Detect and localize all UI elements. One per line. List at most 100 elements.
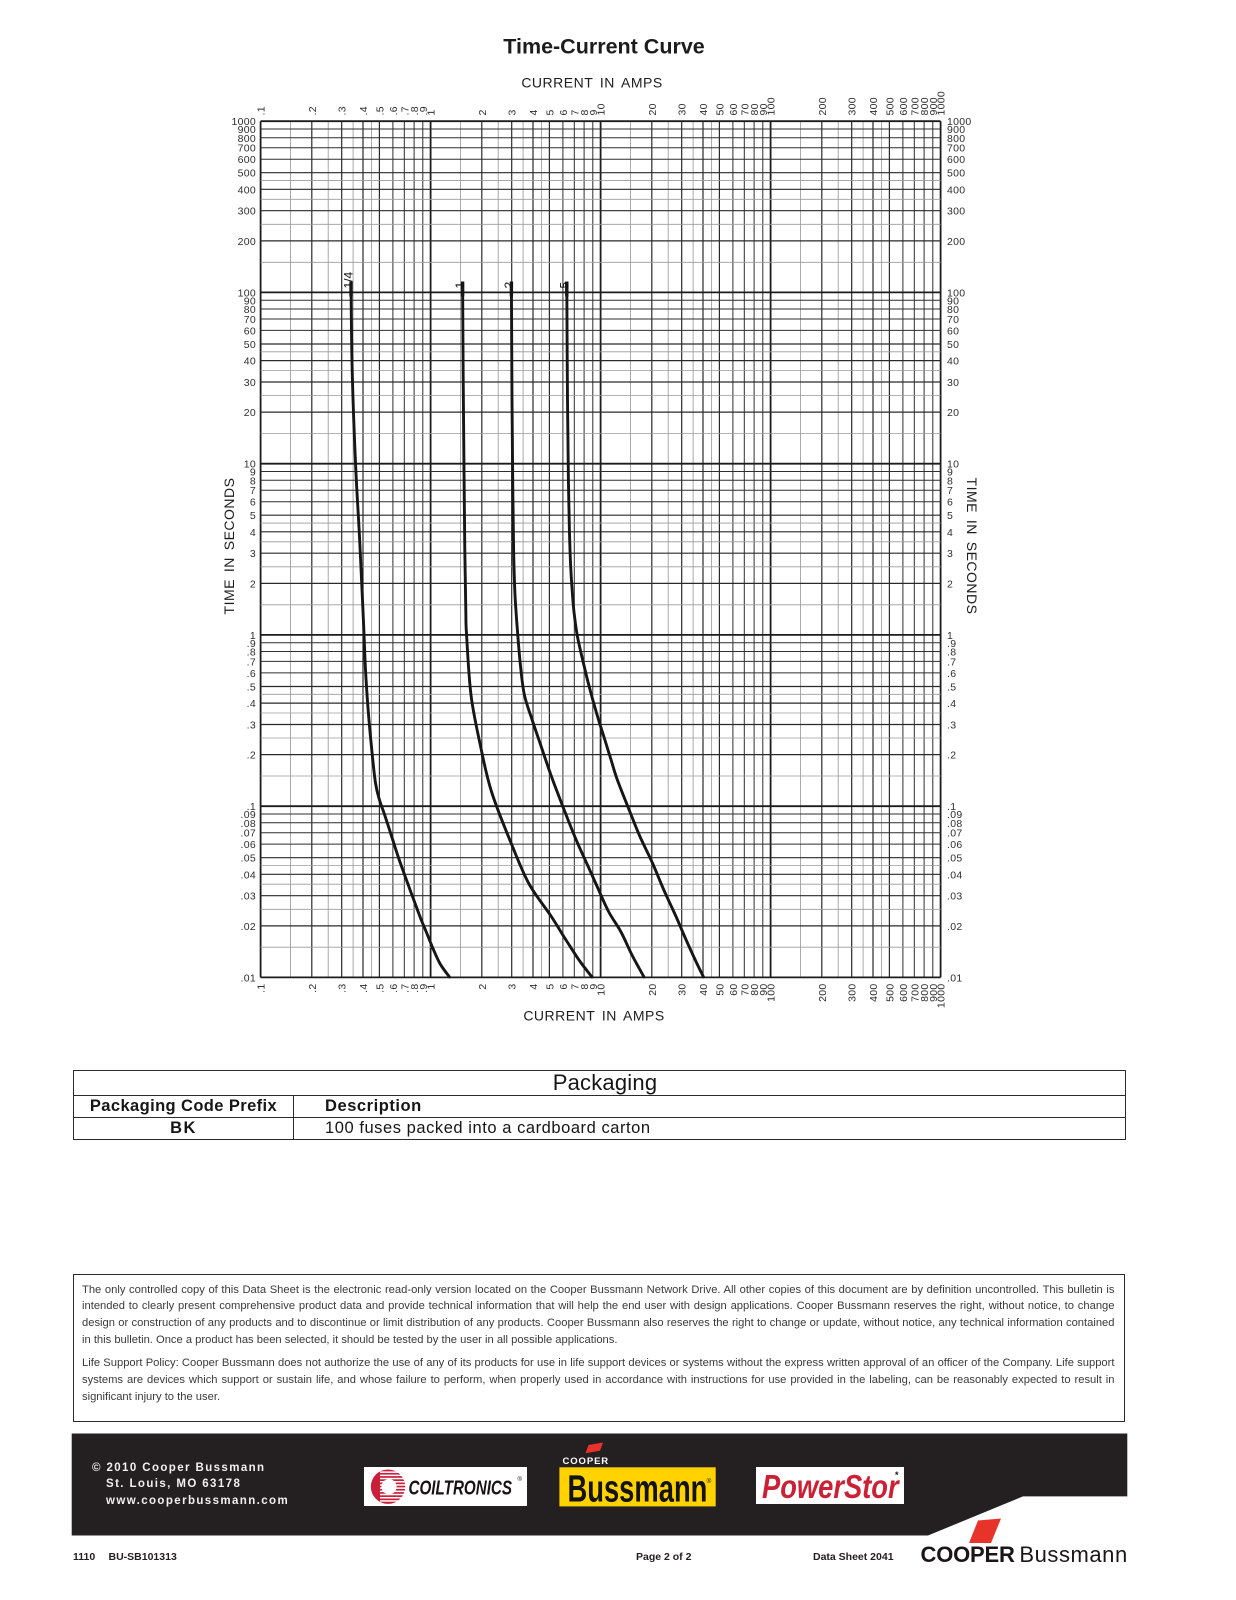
svg-text:20: 20 (647, 984, 659, 996)
svg-text:.6: .6 (947, 668, 956, 680)
svg-text:60: 60 (947, 325, 959, 337)
svg-text:90: 90 (758, 984, 770, 996)
svg-text:400: 400 (238, 184, 256, 196)
svg-text:9: 9 (250, 467, 256, 479)
svg-text:60: 60 (244, 325, 256, 337)
svg-text:100: 100 (947, 287, 965, 299)
svg-text:20: 20 (647, 103, 659, 115)
svg-text:.4: .4 (247, 698, 256, 710)
svg-text:40: 40 (698, 103, 710, 115)
svg-text:.3: .3 (247, 720, 256, 732)
svg-text:.5: .5 (374, 984, 386, 993)
svg-text:1000: 1000 (231, 116, 256, 128)
svg-text:5: 5 (557, 282, 571, 289)
svg-text:50: 50 (947, 339, 959, 351)
svg-text:70: 70 (739, 103, 751, 115)
svg-text:®: ® (707, 1477, 712, 1485)
svg-text:400: 400 (947, 184, 965, 196)
svg-text:6: 6 (558, 109, 570, 115)
svg-text:90: 90 (758, 103, 770, 115)
svg-text:1: 1 (426, 984, 438, 990)
svg-text:7: 7 (947, 485, 953, 497)
svg-text:2: 2 (947, 578, 953, 590)
svg-text:70: 70 (244, 314, 256, 326)
svg-text:600: 600 (947, 154, 965, 166)
svg-text:.7: .7 (399, 984, 411, 993)
svg-text:.2: .2 (247, 750, 256, 762)
svg-text:200: 200 (817, 984, 829, 1002)
svg-text:400: 400 (868, 97, 880, 115)
svg-text:.06: .06 (241, 839, 257, 851)
svg-text:80: 80 (749, 103, 761, 115)
svg-text:.04: .04 (947, 869, 963, 881)
svg-text:.02: .02 (241, 921, 257, 933)
svg-text:80: 80 (244, 304, 256, 316)
svg-text:.06: .06 (947, 839, 963, 851)
svg-text:.03: .03 (947, 891, 963, 903)
svg-text:70: 70 (947, 314, 959, 326)
svg-text:8: 8 (579, 984, 591, 990)
svg-text:30: 30 (947, 377, 959, 389)
svg-text:®: ® (517, 1476, 522, 1483)
svg-text:9: 9 (947, 467, 953, 479)
svg-text:2: 2 (477, 109, 489, 115)
svg-text:300: 300 (947, 206, 965, 218)
svg-text:400: 400 (868, 984, 880, 1002)
svg-text:600: 600 (898, 984, 910, 1002)
svg-text:900: 900 (928, 984, 940, 1002)
svg-text:.01: .01 (947, 972, 963, 984)
svg-text:PowerStor: PowerStor (762, 1470, 901, 1504)
svg-text:50: 50 (244, 339, 256, 351)
svg-text:8: 8 (250, 475, 256, 487)
svg-text:.6: .6 (388, 984, 400, 993)
svg-text:*: * (895, 1470, 899, 1480)
svg-text:10: 10 (947, 459, 959, 471)
svg-text:7: 7 (569, 984, 581, 990)
svg-text:200: 200 (817, 97, 829, 115)
svg-text:100: 100 (238, 287, 256, 299)
svg-text:.05: .05 (241, 853, 257, 865)
svg-text:30: 30 (244, 377, 256, 389)
svg-text:.07: .07 (241, 828, 257, 840)
svg-text:50: 50 (714, 103, 726, 115)
svg-text:3: 3 (507, 109, 519, 115)
svg-text:40: 40 (698, 984, 710, 996)
svg-text:.7: .7 (947, 656, 956, 668)
svg-text:7: 7 (250, 485, 256, 497)
svg-text:6: 6 (558, 984, 570, 990)
svg-text:COILTRONICS: COILTRONICS (409, 1476, 513, 1499)
svg-text:1: 1 (453, 282, 467, 289)
svg-text:2: 2 (477, 984, 489, 990)
svg-text:TIME IN SECONDS: TIME IN SECONDS (221, 478, 237, 615)
svg-text:800: 800 (947, 133, 965, 145)
svg-text:3: 3 (250, 548, 256, 560)
svg-text:300: 300 (847, 97, 859, 115)
svg-text:.1: .1 (247, 801, 256, 813)
svg-text:.6: .6 (388, 106, 400, 115)
svg-text:70: 70 (739, 984, 751, 996)
svg-text:.1: .1 (256, 984, 268, 993)
svg-text:600: 600 (898, 97, 910, 115)
svg-text:.4: .4 (947, 698, 956, 710)
svg-text:500: 500 (884, 97, 896, 115)
svg-text:10: 10 (596, 984, 608, 996)
svg-text:.3: .3 (337, 984, 349, 993)
svg-text:.4: .4 (358, 106, 370, 115)
svg-text:5: 5 (947, 510, 953, 522)
svg-text:2: 2 (250, 578, 256, 590)
svg-text:.2: .2 (947, 750, 956, 762)
svg-text:.07: .07 (947, 828, 963, 840)
svg-text:30: 30 (677, 984, 689, 996)
svg-text:40: 40 (947, 356, 959, 368)
svg-text:5: 5 (544, 109, 556, 115)
svg-text:5: 5 (250, 510, 256, 522)
svg-text:20: 20 (244, 407, 256, 419)
svg-text:3: 3 (507, 984, 519, 990)
svg-text:.9: .9 (418, 984, 430, 993)
svg-text:1: 1 (250, 630, 256, 642)
svg-text:.8: .8 (947, 647, 956, 659)
svg-text:900: 900 (238, 124, 256, 136)
svg-text:1000: 1000 (947, 116, 972, 128)
svg-text:CURRENT IN AMPS: CURRENT IN AMPS (523, 1008, 664, 1024)
svg-text:2: 2 (502, 282, 516, 289)
